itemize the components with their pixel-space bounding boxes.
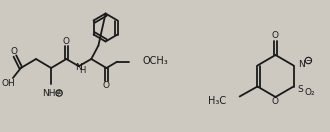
Text: H₃C: H₃C bbox=[208, 95, 226, 105]
Text: N: N bbox=[298, 60, 305, 69]
Text: O: O bbox=[103, 81, 110, 91]
Text: O: O bbox=[272, 98, 279, 107]
Text: −: − bbox=[305, 56, 312, 65]
Text: OH: OH bbox=[1, 79, 15, 88]
Text: O: O bbox=[272, 32, 279, 41]
Text: S: S bbox=[298, 85, 303, 94]
Text: N: N bbox=[75, 63, 82, 72]
Text: O₂: O₂ bbox=[304, 88, 315, 97]
Text: ⊕: ⊕ bbox=[56, 91, 62, 95]
Text: H: H bbox=[80, 66, 86, 75]
Text: NH₃: NH₃ bbox=[43, 88, 60, 98]
Text: O: O bbox=[11, 46, 17, 55]
Text: O: O bbox=[63, 37, 70, 46]
Text: OCH₃: OCH₃ bbox=[143, 56, 168, 66]
